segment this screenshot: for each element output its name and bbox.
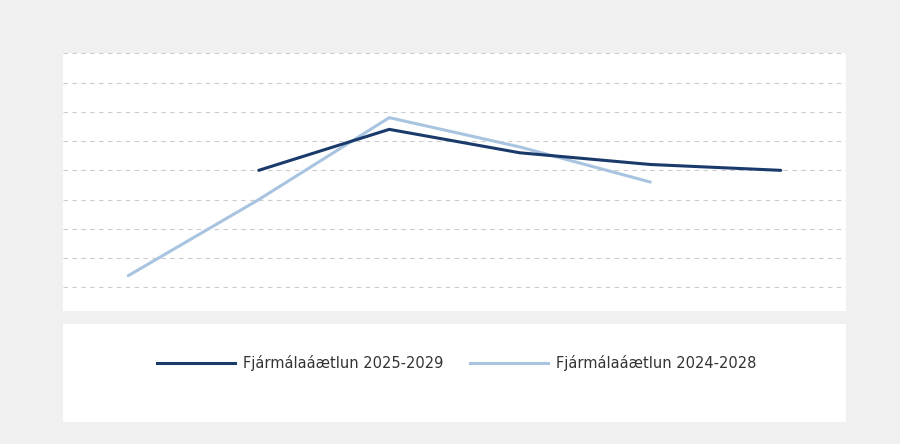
Fjármálaáætlun 2025-2029 bbox=[383, 127, 394, 132]
Fjármálaáætlun 2024-2028 bbox=[644, 179, 655, 185]
Fjármálaáætlun 2024-2028 bbox=[383, 115, 394, 120]
Fjármálaáætlun 2024-2028 bbox=[515, 144, 526, 150]
Fjármálaáætlun 2024-2028 bbox=[254, 197, 265, 202]
Text: Fjármálaáætlun 2025-2029: Fjármálaáætlun 2025-2029 bbox=[243, 355, 444, 371]
Line: Fjármálaáætlun 2025-2029: Fjármálaáætlun 2025-2029 bbox=[259, 129, 781, 170]
Text: Fjármálaáætlun 2024-2028: Fjármálaáætlun 2024-2028 bbox=[556, 355, 757, 371]
Fjármálaáætlun 2025-2029 bbox=[254, 168, 265, 173]
Fjármálaáætlun 2024-2028 bbox=[122, 273, 133, 278]
Fjármálaáætlun 2025-2029 bbox=[515, 150, 526, 155]
Line: Fjármálaáætlun 2024-2028: Fjármálaáætlun 2024-2028 bbox=[128, 118, 650, 276]
Fjármálaáætlun 2025-2029 bbox=[644, 162, 655, 167]
Fjármálaáætlun 2025-2029 bbox=[776, 168, 787, 173]
